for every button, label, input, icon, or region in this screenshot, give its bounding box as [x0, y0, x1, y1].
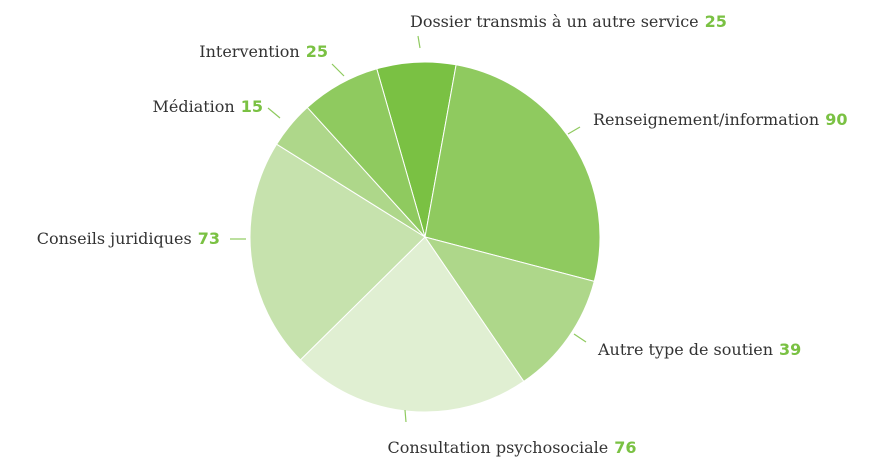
slice-label: Médiation 15: [153, 97, 264, 116]
pie-slice: [424, 64, 601, 283]
pie-slice: [249, 143, 426, 361]
slice-label: Autre type de soutien 39: [597, 340, 801, 359]
leader-line: [267, 107, 281, 119]
category-label: Dossier transmis à un autre service: [410, 12, 699, 31]
category-label: Médiation: [153, 97, 235, 116]
pie-slice: [423, 236, 595, 383]
leader-line: [417, 35, 421, 49]
value-label: 76: [614, 438, 636, 457]
value-label: 73: [198, 229, 220, 248]
slice-label: Consultation psychosociale 76: [387, 438, 636, 457]
category-label: Autre type de soutien: [597, 340, 773, 359]
value-label: 25: [705, 12, 727, 31]
slice-label: Dossier transmis à un autre service 25: [410, 12, 727, 31]
slice-label: Conseils juridiques 73: [37, 229, 220, 248]
value-label: 39: [779, 340, 801, 359]
pie-slice: [306, 68, 426, 238]
pie-slice: [299, 236, 525, 413]
leader-line: [567, 126, 581, 135]
category-label: Consultation psychosociale: [387, 438, 608, 457]
category-label: Intervention: [199, 42, 299, 61]
value-label: 90: [825, 110, 847, 129]
leader-line: [573, 333, 587, 343]
leader-line: [331, 63, 345, 77]
value-label: 25: [306, 42, 328, 61]
slice-label: Intervention 25: [199, 42, 328, 61]
value-label: 15: [241, 97, 263, 116]
slice-label: Renseignement/information 90: [593, 110, 847, 129]
category-label: Conseils juridiques: [37, 229, 192, 248]
category-label: Renseignement/information: [593, 110, 819, 129]
leader-line: [404, 409, 407, 423]
